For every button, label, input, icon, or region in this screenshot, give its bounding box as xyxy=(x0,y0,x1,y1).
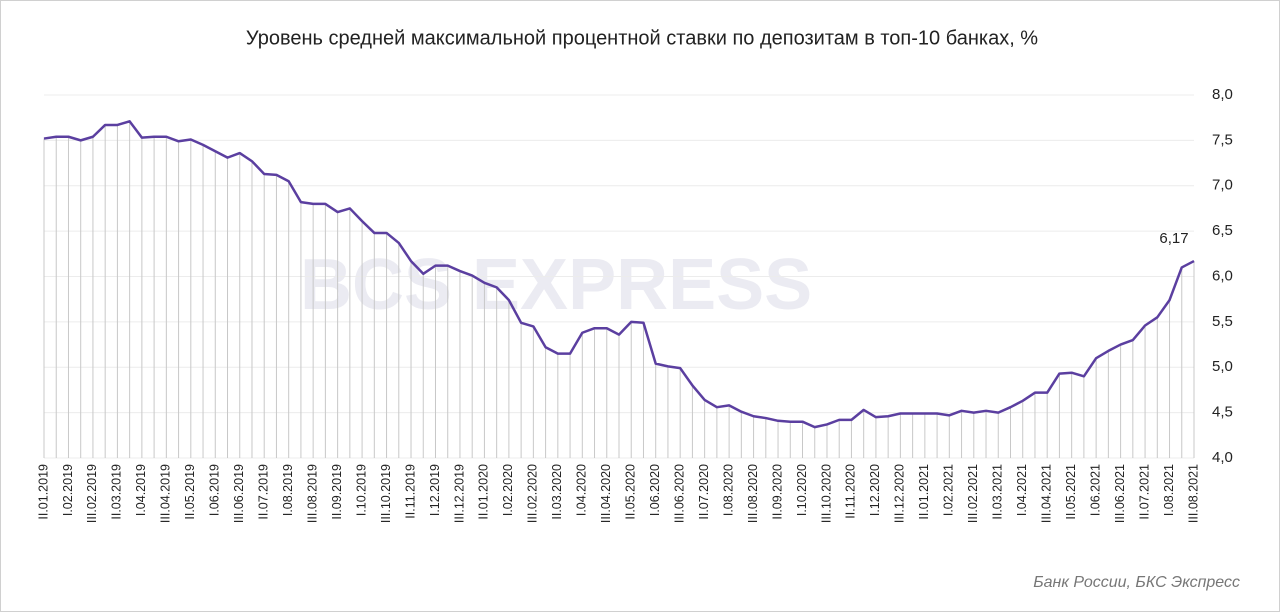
x-tick-label: II.07.2020 xyxy=(697,464,711,520)
line-series xyxy=(43,120,1195,429)
x-tick-label: III.04.2019 xyxy=(159,464,173,523)
x-tick-label: I.08.2021 xyxy=(1162,464,1176,516)
x-tick-label: I.06.2019 xyxy=(208,464,222,516)
x-tick-label: I.10.2020 xyxy=(795,464,809,516)
x-tick-label: II.03.2020 xyxy=(550,464,564,520)
x-tick-label: II.05.2020 xyxy=(624,464,638,520)
x-tick-label: III.02.2020 xyxy=(526,464,540,523)
x-tick-label: II.01.2021 xyxy=(917,464,931,520)
x-tick-label: II.07.2019 xyxy=(257,464,271,520)
x-tick-label: III.12.2019 xyxy=(452,464,466,523)
x-tick-label: I.04.2021 xyxy=(1015,464,1029,516)
x-tick-label: III.06.2021 xyxy=(1113,464,1127,523)
x-tick-label: I.02.2021 xyxy=(942,464,956,516)
y-tick-label: 4,0 xyxy=(1212,449,1233,466)
x-tick-label: III.06.2020 xyxy=(672,464,686,523)
x-tick-label: I.10.2019 xyxy=(354,464,368,516)
x-tick-label: II.01.2020 xyxy=(477,464,491,520)
x-tick-label: I.12.2019 xyxy=(428,464,442,516)
x-tick-label: I.12.2020 xyxy=(868,464,882,516)
y-tick-label: 8,0 xyxy=(1212,86,1233,103)
x-tick-label: I.04.2019 xyxy=(134,464,148,516)
y-tick-label: 6,5 xyxy=(1212,222,1233,239)
x-tick-label: I.08.2019 xyxy=(281,464,295,516)
x-tick-label: III.04.2021 xyxy=(1039,464,1053,523)
x-tick-label: II.03.2019 xyxy=(110,464,124,520)
x-tick-label: I.06.2020 xyxy=(648,464,662,516)
x-tick-label: II.03.2021 xyxy=(991,464,1005,520)
x-tick-label: II.09.2019 xyxy=(330,464,344,520)
y-tick-label: 5,0 xyxy=(1212,358,1233,375)
x-tick-label: I.04.2020 xyxy=(575,464,589,516)
x-tick-label: III.10.2020 xyxy=(819,464,833,523)
x-tick-label: III.06.2019 xyxy=(232,464,246,523)
x-tick-label: II.11.2019 xyxy=(403,464,417,519)
source: Банк России, БКС Экспресс xyxy=(1033,574,1240,591)
x-tick-label: II.11.2020 xyxy=(844,464,858,519)
watermark: BCS EXPRESS xyxy=(300,245,812,325)
x-tick-label: I.08.2020 xyxy=(721,464,735,516)
x-tick-label: III.02.2019 xyxy=(85,464,99,523)
y-tick-label: 7,0 xyxy=(1212,177,1233,194)
x-tick-label: I.02.2020 xyxy=(501,464,515,516)
x-tick-label: I.02.2019 xyxy=(61,464,75,516)
x-tick-label: III.08.2021 xyxy=(1186,464,1200,523)
x-tick-label: III.08.2020 xyxy=(746,464,760,523)
data-label: 6,17 xyxy=(1159,230,1188,247)
y-tick-label: 7,5 xyxy=(1212,131,1233,148)
x-tick-label: III.10.2019 xyxy=(379,464,393,523)
x-tick-label: III.02.2021 xyxy=(966,464,980,523)
x-tick-label: II.09.2020 xyxy=(770,464,784,520)
x-tick-label: II.05.2021 xyxy=(1064,464,1078,520)
y-tick-label: 6,0 xyxy=(1212,267,1233,284)
x-tick-label: II.07.2021 xyxy=(1137,464,1151,520)
x-tick-label: III.04.2020 xyxy=(599,464,613,523)
x-tick-label: III.12.2020 xyxy=(893,464,907,523)
x-tick-label: I.06.2021 xyxy=(1088,464,1102,516)
y-tick-label: 4,5 xyxy=(1212,404,1233,421)
x-tick-label: II.05.2019 xyxy=(183,464,197,520)
y-tick-label: 5,5 xyxy=(1212,313,1233,330)
chart-title: Уровень средней максимальной процентной … xyxy=(246,27,1038,49)
x-tick-label: II.01.2019 xyxy=(36,464,50,520)
x-tick-label: III.08.2019 xyxy=(305,464,319,523)
